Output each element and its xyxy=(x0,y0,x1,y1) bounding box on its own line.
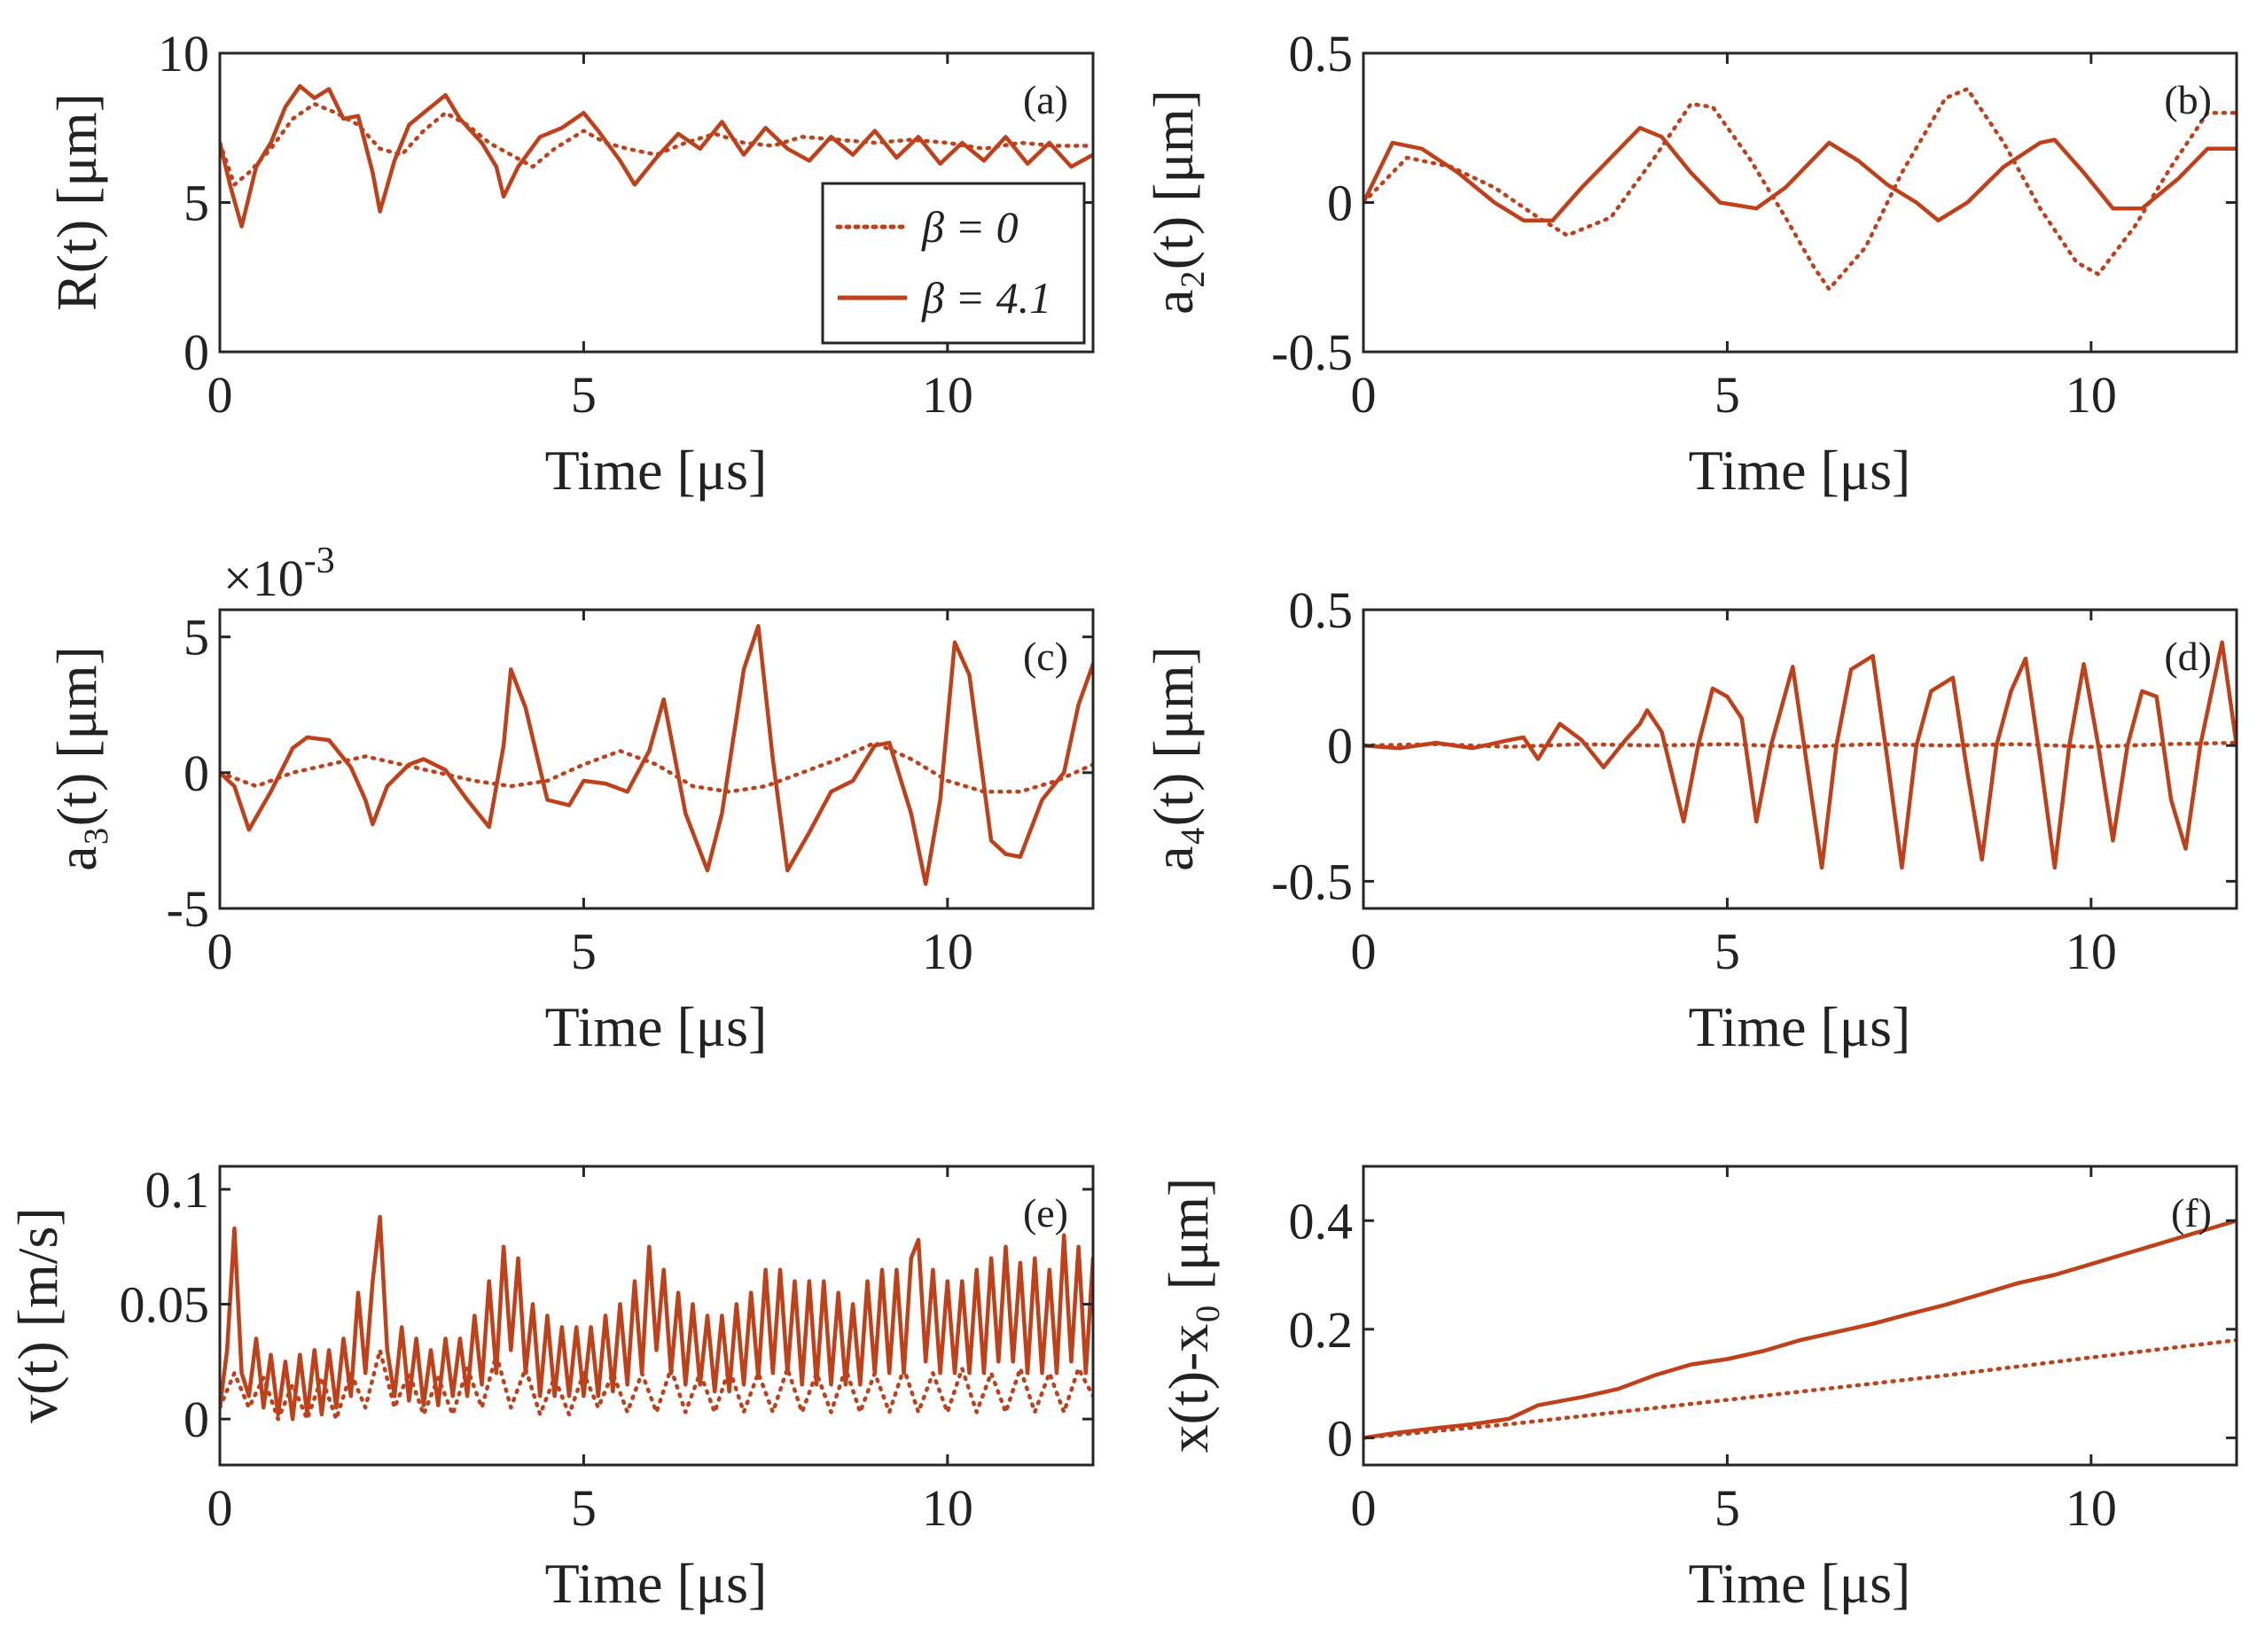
legend: β = 0 β = 4.1 xyxy=(821,182,1086,345)
panel-f-xtick-label: 5 xyxy=(1714,1479,1740,1537)
panel-c-multiplier-base: ×10 xyxy=(223,549,304,607)
panel-c-xlabel: Time [μs] xyxy=(545,995,768,1058)
panel-e-xlabel: Time [μs] xyxy=(545,1552,768,1615)
panel-b-ylabel: a₂(t) [μm] xyxy=(1142,90,1205,315)
panel-c-ytick-label: 0 xyxy=(184,744,209,802)
panel-f-xtick-label: 10 xyxy=(2066,1479,2117,1537)
panel-f: 0 5 10 0 0.2 0.4 (f) Time [μs] x(t)-x₀ [μm] xyxy=(1157,1165,2238,1615)
panel-b-xtick-label: 10 xyxy=(2066,366,2117,424)
panel-a-series-beta-41-line xyxy=(220,83,1093,229)
panel-d-ticks: 0 5 10 -0.5 0 0.5 xyxy=(1271,581,2237,980)
panel-e-series-beta-41-line xyxy=(220,1214,1093,1422)
panel-f-series xyxy=(1363,1219,2237,1440)
panel-d-ytick-label: 0 xyxy=(1327,717,1353,775)
panel-b-series xyxy=(1363,87,2237,292)
panel-a-ticks: 0 5 10 0 5 10 xyxy=(158,25,1093,424)
panel-f-ytick-label: 0.4 xyxy=(1289,1192,1354,1250)
panel-c-multiplier-exponent: -3 xyxy=(304,541,335,581)
legend-box xyxy=(821,182,1086,345)
panel-c-ytick-label: -5 xyxy=(167,880,209,938)
panel-e-ylabel: v(t) [m/s] xyxy=(6,1207,69,1423)
panel-a-ytick-label: 10 xyxy=(158,25,209,82)
panel-e-ticks: 0 5 10 0 0.05 0.1 xyxy=(120,1161,1093,1537)
panel-e-series xyxy=(220,1214,1093,1422)
panel-f-series-beta-0-line xyxy=(1363,1337,2237,1440)
panel-b-ytick-label: 0.5 xyxy=(1289,25,1354,82)
panel-f-xtick-label: 0 xyxy=(1351,1479,1377,1537)
panel-d-ylabel: a₄(t) [μm] xyxy=(1142,646,1205,871)
panel-d-xlabel: Time [μs] xyxy=(1689,995,1911,1058)
panel-c-label: (c) xyxy=(1023,634,1068,679)
panel-d-series-beta-41-line xyxy=(1363,640,2237,870)
panel-f-ylabel: x(t)-x₀ [μm] xyxy=(1157,1178,1220,1453)
panel-b-ytick-label: -0.5 xyxy=(1271,323,1353,381)
panel-c-axes-box xyxy=(218,608,1095,910)
panel-d-series xyxy=(1363,640,2237,870)
panel-a-series-beta-0-line xyxy=(220,102,1093,187)
legend-entry-beta-41: β = 4.1 xyxy=(921,273,1051,323)
panel-b-series-beta-41-line xyxy=(1363,126,2237,222)
panel-c-series-beta-41-line xyxy=(220,624,1093,886)
panel-d-label: (d) xyxy=(2164,634,2212,679)
panel-d-ytick-label: -0.5 xyxy=(1271,853,1353,910)
panel-d-xtick-label: 5 xyxy=(1714,923,1740,980)
panel-f-axes-box xyxy=(1362,1165,2238,1467)
panel-b-label: (b) xyxy=(2164,77,2212,122)
panel-a-label: (a) xyxy=(1023,77,1068,122)
panel-f-ytick-label: 0.2 xyxy=(1289,1301,1354,1359)
panel-e-ytick-label: 0 xyxy=(184,1391,209,1448)
panel-b-series-beta-0-line xyxy=(1363,87,2237,292)
panel-a-xtick-label: 0 xyxy=(207,366,233,424)
panel-f-ticks: 0 5 10 0 0.2 0.4 xyxy=(1289,1166,2237,1537)
panel-c-xtick-label: 0 xyxy=(207,923,233,980)
panel-a-ylabel: R(t) [μm] xyxy=(45,93,108,311)
panel-e-series-beta-0-line xyxy=(220,1348,1093,1422)
panel-c-ylabel: a₃(t) [μm] xyxy=(45,646,108,871)
panel-e-xtick-label: 10 xyxy=(922,1479,973,1537)
panel-f-ytick-label: 0 xyxy=(1327,1409,1353,1467)
panel-a-xlabel: Time [μs] xyxy=(545,439,768,502)
panel-a-ytick-label: 0 xyxy=(184,323,209,381)
panel-e-label: (e) xyxy=(1023,1190,1068,1235)
panel-c-series-beta-0-line xyxy=(220,740,1093,794)
panel-d-xtick-label: 10 xyxy=(2066,923,2117,980)
panel-a-xtick-label: 5 xyxy=(571,366,597,424)
panel-b-xtick-label: 0 xyxy=(1351,366,1377,424)
panel-c-xtick-label: 10 xyxy=(922,923,973,980)
panel-e-xtick-label: 5 xyxy=(571,1479,597,1537)
panel-d-ytick-label: 0.5 xyxy=(1289,581,1354,639)
panel-d: 0 5 10 -0.5 0 0.5 (d) Time [μs] a₄(t) [μm] xyxy=(1142,581,2238,1058)
legend-entry-beta-0: β = 0 xyxy=(921,202,1019,252)
panel-a-xtick-label: 10 xyxy=(922,366,973,424)
panel-b-ticks: 0 5 10-0.500.5 xyxy=(1271,25,2237,424)
panel-f-label: (f) xyxy=(2171,1190,2212,1235)
panel-c-series xyxy=(220,624,1093,886)
panel-c: 0 5 10-505 (c) ×10-3 Time [μs] a₃(t) [μm] xyxy=(45,541,1095,1058)
panel-e-ytick-label: 0.05 xyxy=(120,1276,210,1334)
panel-b-xlabel: Time [μs] xyxy=(1689,439,1911,502)
panel-d-series-beta-0-line xyxy=(1363,740,2237,749)
panel-e-ytick-label: 0.1 xyxy=(145,1161,210,1219)
panel-c-xtick-label: 5 xyxy=(571,923,597,980)
panel-c-ytick-label: 5 xyxy=(184,609,209,666)
panel-f-series-beta-41-line xyxy=(1363,1219,2237,1440)
panel-d-axes-box xyxy=(1362,608,2238,910)
panel-e-xtick-label: 0 xyxy=(207,1479,233,1537)
panel-c-multiplier: ×10-3 xyxy=(223,541,335,607)
panel-f-xlabel: Time [μs] xyxy=(1689,1552,1911,1615)
panel-c-ticks: 0 5 10-505 xyxy=(167,609,1093,980)
panel-a-series xyxy=(220,83,1093,229)
panel-e-axes-box xyxy=(218,1165,1095,1467)
panel-d-xtick-label: 0 xyxy=(1351,923,1377,980)
panel-e: 0 5 10 0 0.05 0.1 (e) Time [μs] v(t) [m/s] xyxy=(6,1161,1095,1615)
panel-b-xtick-label: 5 xyxy=(1714,366,1740,424)
panel-b: 0 5 10-0.500.5 (b) Time [μs] a₂(t) [μm] xyxy=(1142,25,2238,502)
panel-b-ytick-label: 0 xyxy=(1327,175,1353,232)
panel-a-ytick-label: 5 xyxy=(184,175,209,232)
panel-a: 0 5 10 0 5 10 (a) Time [μs] R(t) [μm] β = 0 β… xyxy=(45,25,1095,502)
